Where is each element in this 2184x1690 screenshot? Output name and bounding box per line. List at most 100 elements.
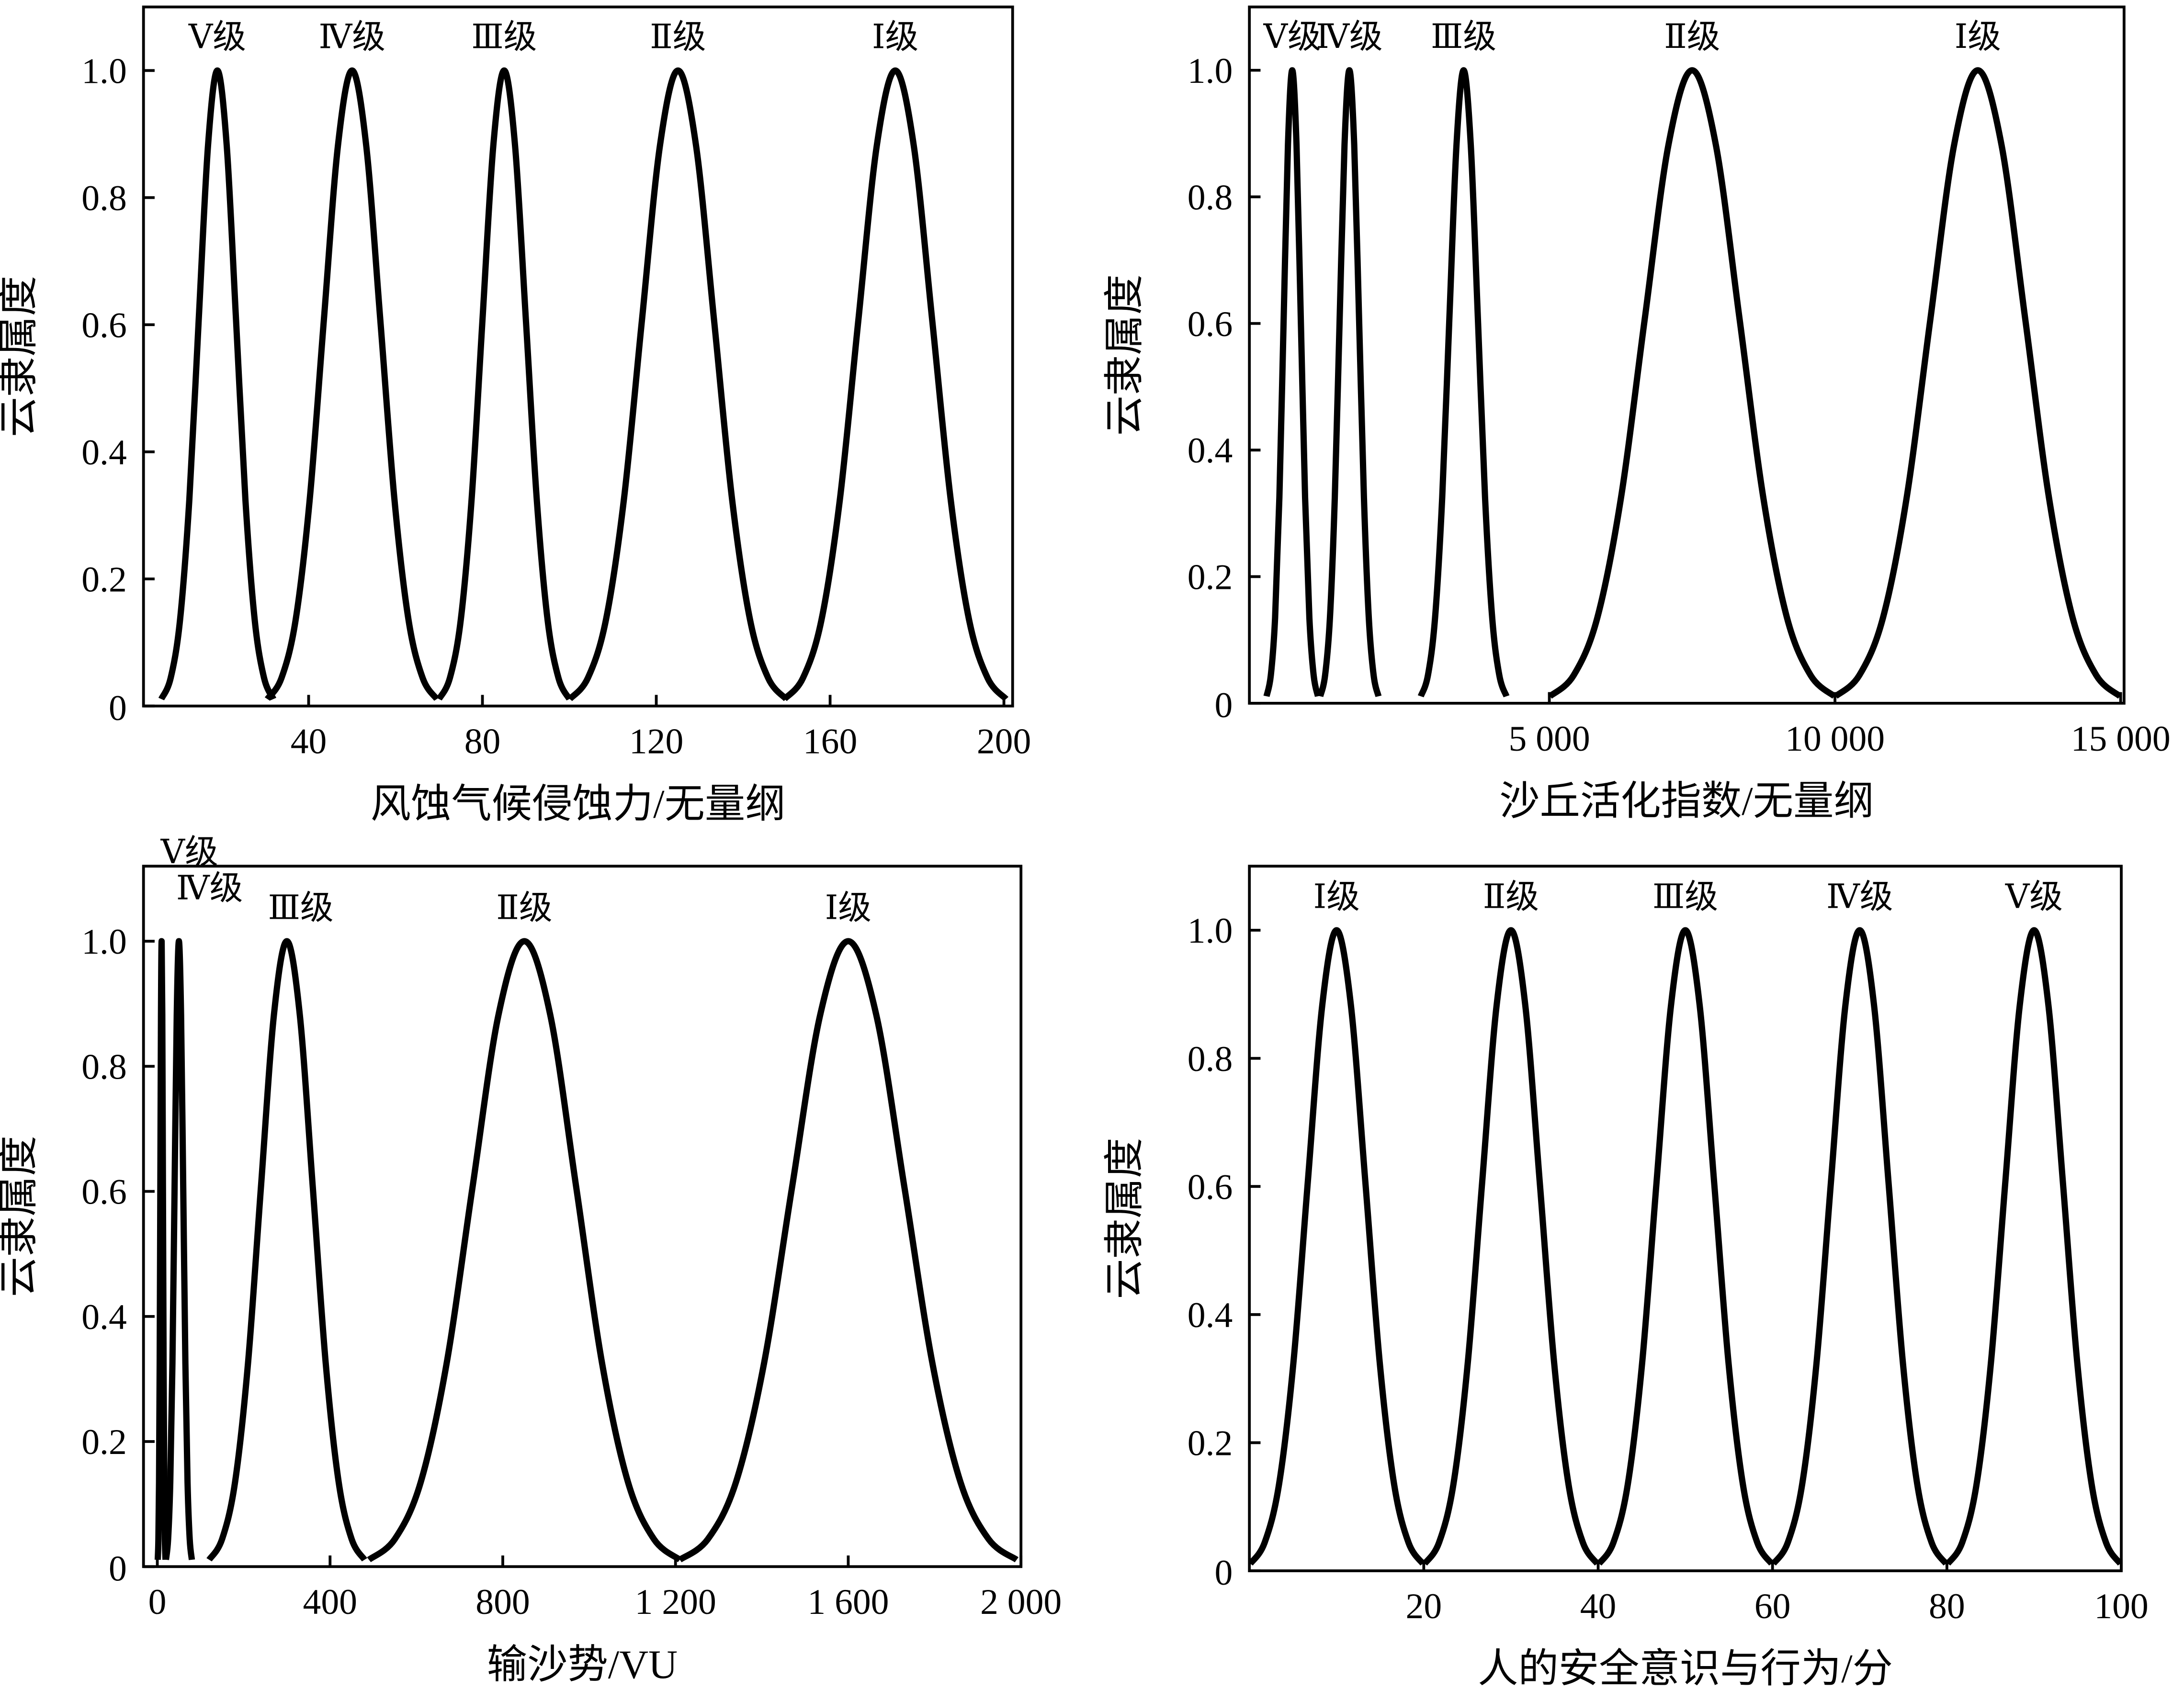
y-tick-label: 0.6 <box>1188 304 1233 344</box>
series-label: Ⅲ级 <box>1431 19 1496 56</box>
x-tick-label: 10 000 <box>1785 719 1885 759</box>
y-tick-label: 0.8 <box>1188 1039 1233 1079</box>
curve <box>436 67 572 701</box>
x-tick-label: 15 000 <box>2071 719 2171 759</box>
y-tick-label: 1.0 <box>81 922 127 962</box>
y-tick-label: 0.6 <box>81 1172 127 1212</box>
series-label: Ⅲ级 <box>471 19 537 56</box>
series-label: Ⅱ级 <box>496 890 552 926</box>
y-tick-label: 0.2 <box>81 1422 127 1462</box>
x-tick-label: 80 <box>464 722 501 762</box>
x-tick-label: 1 200 <box>635 1582 716 1622</box>
curve <box>1596 927 1775 1566</box>
y-tick-label: 0.2 <box>1188 1424 1233 1464</box>
curve <box>678 938 1019 1563</box>
plot-area <box>1249 927 2122 1566</box>
curve <box>163 938 195 1560</box>
series-label: Ⅳ级 <box>319 19 386 56</box>
curve <box>1945 927 2122 1566</box>
curve <box>1548 67 1837 699</box>
curve <box>1833 67 2122 699</box>
series-label: Ⅴ级 <box>160 834 218 871</box>
curve <box>1263 67 1321 697</box>
y-tick-label: 0 <box>109 688 127 728</box>
x-tick-label: 40 <box>291 722 327 762</box>
x-tick-label: 5 000 <box>1509 719 1590 759</box>
curve <box>1417 67 1510 698</box>
y-axis-label: 云隶属度 <box>0 276 41 437</box>
plot-frame <box>1248 5 2126 705</box>
plot-frame <box>142 865 1023 1568</box>
plot-frame <box>1248 865 2123 1572</box>
x-tick-label: 800 <box>475 1582 530 1622</box>
curve <box>1249 927 1426 1566</box>
panel: 0 0.2 0.4 0.6 0.8 1.0 40 80 120 160 200 风蚀气候侵蚀力/无量纲… <box>0 5 1031 826</box>
curve <box>264 67 440 701</box>
series-label: Ⅳ级 <box>1316 19 1383 56</box>
plot-area <box>1263 67 2122 699</box>
y-tick-label: 0.8 <box>81 179 127 218</box>
curve <box>1422 927 1600 1566</box>
y-tick-label: 1.0 <box>81 51 127 91</box>
series-label: Ⅳ级 <box>176 870 243 907</box>
x-tick-label: 60 <box>1754 1587 1791 1626</box>
y-tick-label: 0.6 <box>81 305 127 345</box>
curve <box>367 938 682 1563</box>
plot-frame <box>142 5 1014 708</box>
y-tick-label: 1.0 <box>1188 911 1233 951</box>
x-tick-label: 40 <box>1580 1587 1617 1626</box>
curve <box>567 67 789 701</box>
series-label: Ⅴ级 <box>1263 19 1321 56</box>
x-tick-label: 100 <box>2094 1587 2148 1626</box>
y-axis-label: 云隶属度 <box>0 1136 41 1297</box>
x-axis-label: 风蚀气候侵蚀力/无量纲 <box>371 782 786 826</box>
x-tick-label: 2 000 <box>980 1582 1062 1622</box>
y-tick-label: 0.4 <box>1188 431 1233 471</box>
curve <box>782 67 1008 701</box>
series-label: Ⅰ级 <box>1313 879 1360 915</box>
y-tick-label: 0.2 <box>1188 558 1233 597</box>
y-tick-label: 0.8 <box>81 1047 127 1087</box>
series-label: Ⅰ级 <box>872 19 918 56</box>
panel: 0 0.2 0.4 0.6 0.8 1.0 0 400 800 1 200 1 600 2 000 输沙… <box>0 834 1062 1687</box>
x-tick-label: 80 <box>1929 1587 1965 1626</box>
x-tick-label: 160 <box>803 722 857 762</box>
y-axis-label: 云隶属度 <box>1102 274 1147 436</box>
series-label: Ⅱ级 <box>650 19 706 56</box>
series-label: Ⅱ级 <box>1664 19 1720 56</box>
plot-area <box>154 938 1019 1563</box>
series-label: Ⅱ级 <box>1483 879 1539 915</box>
panel: 0 0.2 0.4 0.6 0.8 1.0 20 40 60 80 100 人的安全意识与行为/分 云隶… <box>1102 865 2149 1690</box>
curve <box>154 938 169 1560</box>
series-label: Ⅰ级 <box>1955 19 2001 56</box>
x-tick-label: 0 <box>148 1582 167 1622</box>
x-tick-label: 200 <box>977 722 1031 762</box>
y-tick-label: 1.0 <box>1188 51 1233 91</box>
series-label: Ⅴ级 <box>2005 879 2063 915</box>
x-axis-label: 沙丘活化指数/无量纲 <box>1499 779 1874 824</box>
y-axis-label: 云隶属度 <box>1102 1138 1147 1299</box>
series-label: Ⅲ级 <box>1652 879 1718 915</box>
curve <box>158 67 276 701</box>
series-label: Ⅳ级 <box>1826 879 1893 915</box>
series-label: Ⅰ级 <box>825 890 871 926</box>
panel: 0 0.2 0.4 0.6 0.8 1.0 5 000 10 000 15 000 沙丘活化指数/… <box>1102 5 2171 824</box>
x-tick-label: 1 600 <box>807 1582 889 1622</box>
y-tick-label: 0 <box>1214 686 1233 725</box>
curve <box>1317 67 1382 698</box>
series-label: Ⅲ级 <box>268 890 334 926</box>
plot-area <box>158 67 1008 701</box>
y-tick-label: 0.6 <box>1188 1167 1233 1207</box>
curve <box>206 938 367 1562</box>
y-tick-label: 0.4 <box>1188 1296 1233 1335</box>
y-tick-label: 0.2 <box>81 560 127 599</box>
x-axis-label: 人的安全意识与行为/分 <box>1478 1647 1893 1690</box>
x-axis-label: 输沙势/VU <box>487 1643 678 1687</box>
x-tick-label: 120 <box>629 722 683 762</box>
series-label: Ⅴ级 <box>188 19 246 56</box>
curve <box>1771 927 1949 1566</box>
x-tick-label: 20 <box>1406 1587 1442 1626</box>
x-tick-label: 400 <box>303 1582 357 1622</box>
